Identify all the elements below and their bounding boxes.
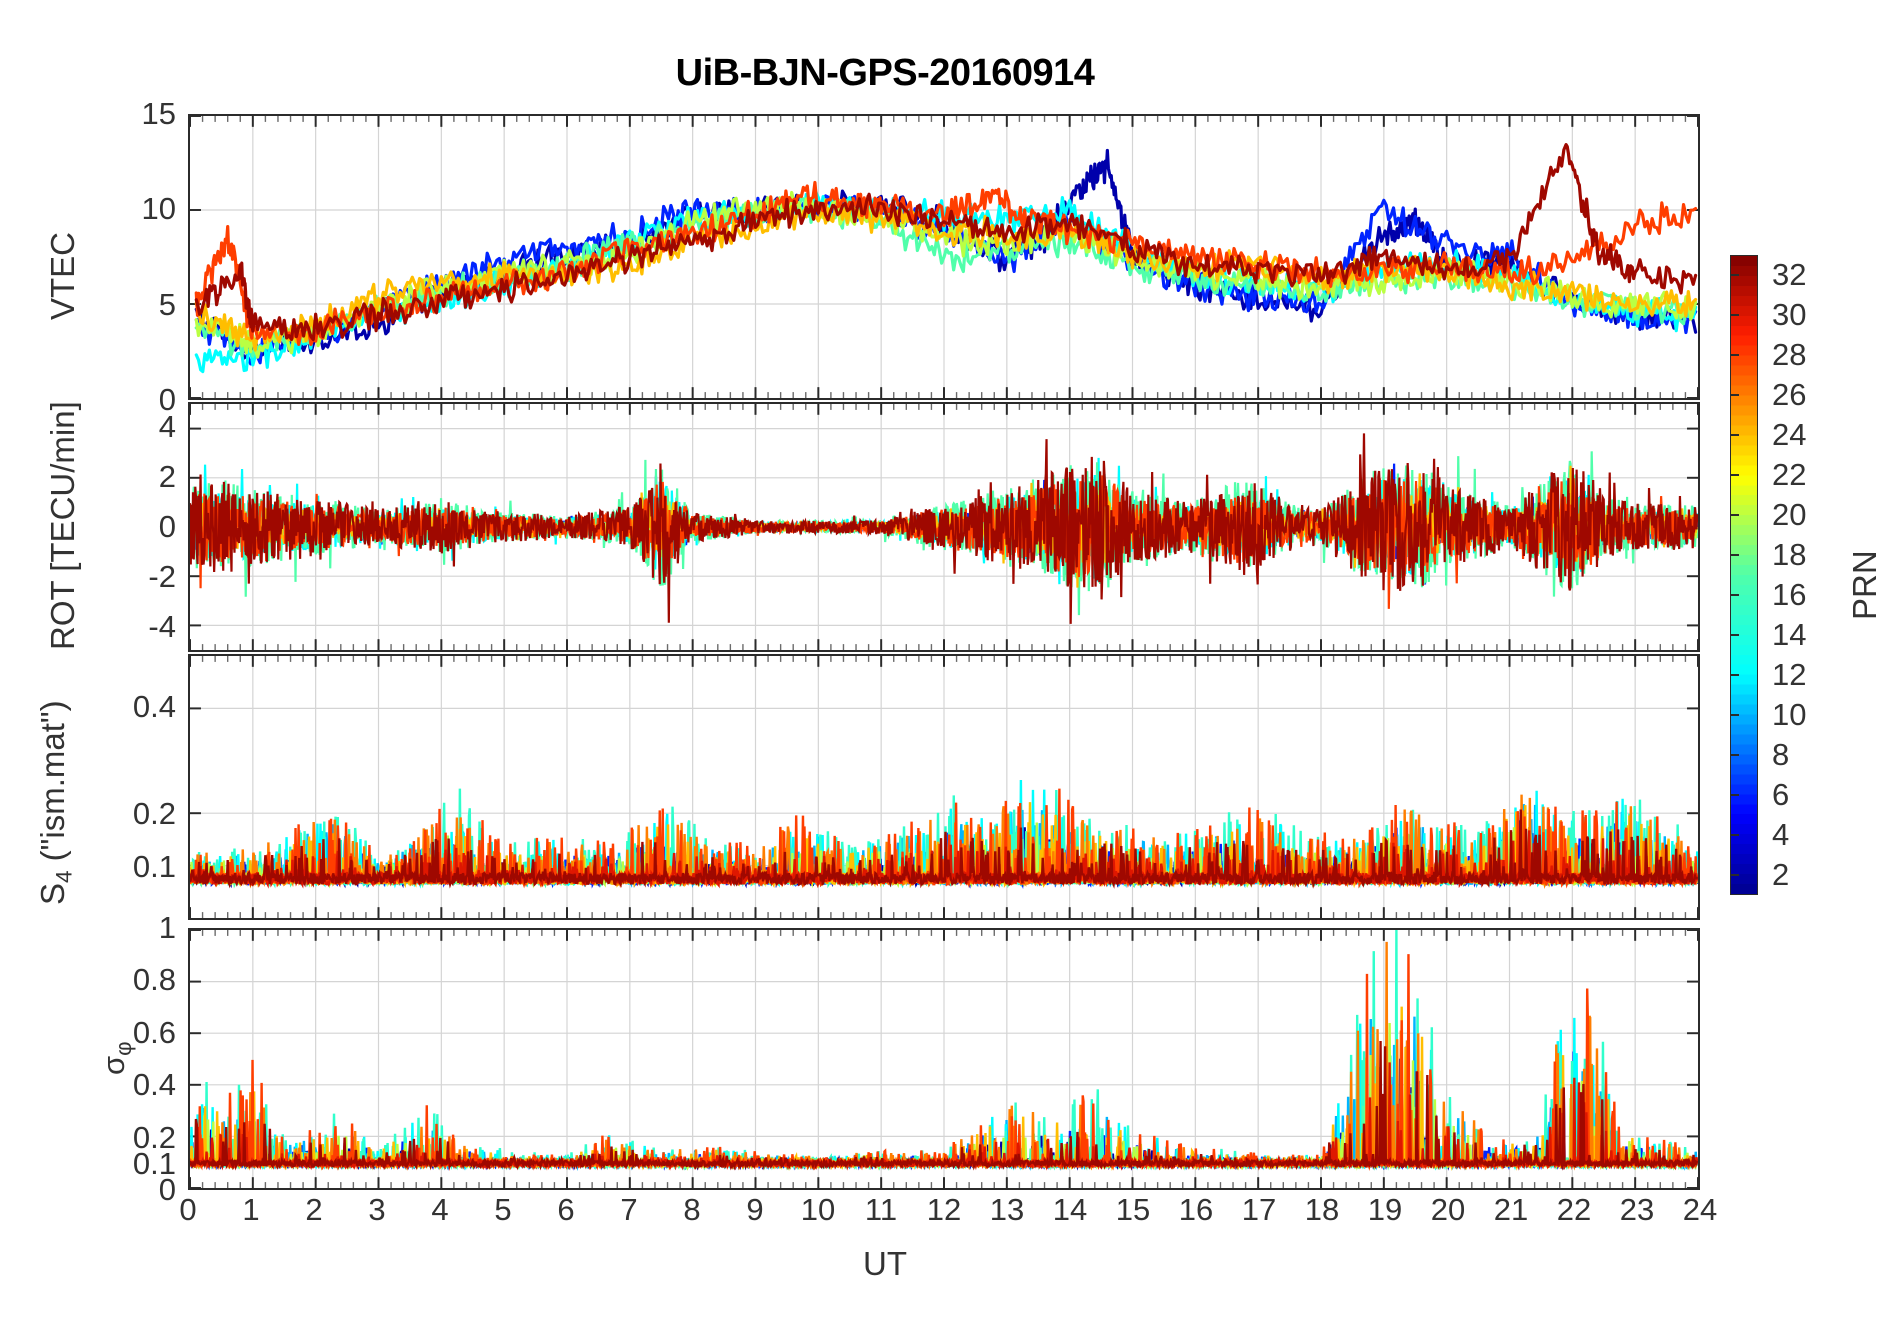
yaxis-tick-label: -2	[148, 559, 176, 594]
yaxis-tick-label: 5	[158, 286, 176, 322]
xaxis-tick-label: 8	[683, 1192, 701, 1227]
xaxis-tick-label: 9	[746, 1192, 764, 1227]
xaxis-tick-label: 19	[1367, 1192, 1403, 1227]
colorbar-tickmark	[1730, 834, 1739, 836]
yaxis-label-rot: ROT [TECU/min]	[44, 401, 81, 650]
colorbar-tick-label: 32	[1772, 257, 1807, 292]
yaxis-tick-label: 0.4	[132, 689, 176, 725]
colorbar-tickmark	[1730, 514, 1739, 516]
colorbar-tick-label: 14	[1772, 617, 1807, 652]
xaxis-tick-label: 20	[1430, 1192, 1466, 1227]
colorbar-tickmark	[1730, 874, 1739, 876]
colorbar-tickmark	[1730, 554, 1739, 556]
colorbar-tick-label: 26	[1772, 377, 1807, 412]
yaxis-tick-label: -4	[148, 609, 176, 644]
xaxis-tick-label: 22	[1556, 1192, 1592, 1227]
xaxis-tick-label: 13	[989, 1192, 1025, 1227]
xaxis-tick-label: 4	[431, 1192, 449, 1227]
colorbar-tick-label: 4	[1772, 817, 1790, 852]
xaxis-tick-label: 7	[620, 1192, 638, 1227]
panel-vtec	[188, 114, 1700, 400]
yaxis-tick-label: 0	[158, 382, 176, 417]
xaxis-tick-label: 24	[1682, 1192, 1718, 1227]
xaxis-tick-label: 6	[557, 1192, 575, 1227]
colorbar-tick-label: 2	[1772, 857, 1790, 892]
colorbar-tick-label: 16	[1772, 577, 1807, 612]
colorbar-tick-label: 30	[1772, 297, 1807, 332]
yaxis-tick-label: 0	[158, 1172, 176, 1207]
yaxis-tick-label: 0.4	[132, 1067, 176, 1103]
panel-rot	[188, 402, 1700, 652]
colorbar-tickmark	[1730, 594, 1739, 596]
colorbar-tick-label: 20	[1772, 497, 1807, 532]
colorbar-tickmark	[1730, 794, 1739, 796]
yaxis-tick-label: 0.6	[132, 1014, 176, 1050]
colorbar-tick-label: 24	[1772, 417, 1807, 452]
colorbar-tick-label: 12	[1772, 657, 1807, 692]
colorbar-tickmark	[1730, 714, 1739, 716]
yaxis-label-sigma-phi: σφ	[96, 1041, 137, 1075]
xaxis-tick-label: 15	[1115, 1192, 1151, 1227]
panel-s4	[188, 654, 1700, 920]
xaxis-tick-label: 23	[1619, 1192, 1655, 1227]
xaxis-tick-label: 17	[1241, 1192, 1277, 1227]
yaxis-tick-label: 2	[158, 459, 176, 494]
colorbar-label: PRN	[1846, 550, 1883, 620]
yaxis-label-s4: S4 ("ism.mat")	[34, 700, 78, 905]
colorbar-tickmark	[1730, 354, 1739, 356]
sigma-phi-label-text: σφ	[96, 1041, 137, 1075]
xaxis-tick-label: 10	[800, 1192, 836, 1227]
s4-label-text: S4 ("ism.mat")	[34, 700, 77, 905]
colorbar-tickmark	[1730, 274, 1739, 276]
colorbar-tick-label: 18	[1772, 537, 1807, 572]
colorbar-tick-label: 28	[1772, 337, 1807, 372]
xaxis-tick-label: 0	[179, 1192, 197, 1227]
panel-sigma-phi	[188, 928, 1700, 1190]
colorbar-tickmark	[1730, 434, 1739, 436]
xaxis-tick-label: 12	[926, 1192, 962, 1227]
xaxis-tick-label: 2	[305, 1192, 323, 1227]
colorbar-tick-label: 10	[1772, 697, 1807, 732]
xaxis-tick-label: 1	[242, 1192, 260, 1227]
yaxis-tick-label: 0.2	[132, 795, 176, 831]
xaxis-label: UT	[863, 1245, 907, 1282]
colorbar-tick-label: 6	[1772, 777, 1790, 812]
xaxis-tick-label: 5	[494, 1192, 512, 1227]
colorbar-tickmark	[1730, 754, 1739, 756]
yaxis-tick-label: 1	[158, 910, 176, 945]
yaxis-tick-label: 0.8	[132, 962, 176, 998]
yaxis-tick-label: 15	[141, 96, 176, 131]
colorbar-tickmark	[1730, 474, 1739, 476]
yaxis-tick-label: 0.1	[132, 1145, 176, 1181]
yaxis-tick-label: 4	[158, 409, 176, 444]
figure-title: UiB-BJN-GPS-20160914	[675, 52, 1095, 94]
colorbar-tickmark	[1730, 634, 1739, 636]
yaxis-tick-label: 0.1	[132, 848, 176, 884]
xaxis-tick-label: 21	[1493, 1192, 1529, 1227]
yaxis-label-vtec: VTEC	[44, 231, 81, 320]
colorbar-prn[interactable]	[1730, 255, 1758, 895]
yaxis-tick-label: 0.2	[132, 1119, 176, 1155]
colorbar-tick-label: 22	[1772, 457, 1807, 492]
colorbar-tickmark	[1730, 314, 1739, 316]
colorbar-tick-label: 8	[1772, 737, 1790, 772]
xaxis-tick-label: 11	[864, 1192, 898, 1227]
colorbar-tickmark	[1730, 674, 1739, 676]
yaxis-tick-label: 10	[141, 191, 176, 227]
xaxis-tick-label: 14	[1052, 1192, 1088, 1227]
xaxis-tick-label: 16	[1178, 1192, 1214, 1227]
yaxis-tick-label: 0	[158, 509, 176, 544]
xaxis-tick-label: 3	[368, 1192, 386, 1227]
xaxis-tick-label: 18	[1304, 1192, 1340, 1227]
colorbar-tickmark	[1730, 394, 1739, 396]
